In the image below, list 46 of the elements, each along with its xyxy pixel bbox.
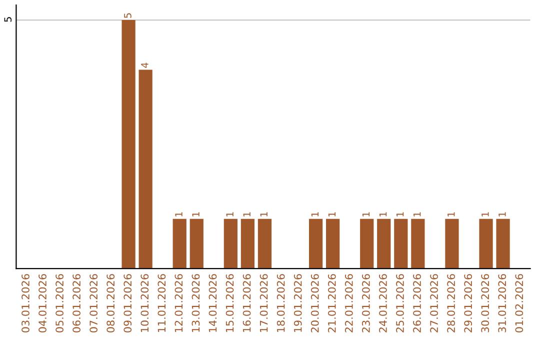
data-label: 1: [192, 212, 200, 216]
data-label: 1: [311, 212, 318, 216]
x-tick-label: 29.01.2026: [464, 274, 472, 332]
x-tick-label: 12.01.2026: [174, 274, 183, 332]
x-tick-label: 03.01.2026: [22, 274, 30, 332]
x-tick-label: 01.02.2026: [515, 274, 524, 332]
data-label: 1: [482, 212, 489, 216]
data-label: 4: [141, 62, 148, 68]
data-label: 1: [448, 212, 455, 216]
x-tick-label: 17.01.2026: [260, 274, 268, 332]
data-label: 1: [362, 212, 370, 216]
data-label: 1: [243, 212, 250, 216]
x-tick-label: 23.01.2026: [362, 274, 370, 332]
x-tick-label: 18.01.2026: [276, 274, 285, 332]
data-label: 1: [414, 212, 421, 216]
x-tick-label: 16.01.2026: [242, 274, 251, 332]
x-tick-label: 24.01.2026: [379, 274, 387, 332]
data-label: 1: [498, 212, 506, 216]
x-tick-label: 14.01.2026: [208, 274, 217, 332]
x-tick-label: 27.01.2026: [430, 274, 438, 332]
x-tick-label: 25.01.2026: [396, 274, 404, 332]
data-label: 1: [379, 212, 387, 216]
x-tick-label: 11.01.2026: [158, 274, 166, 332]
x-tick-label: 20.01.2026: [310, 274, 319, 332]
data-label: 1: [175, 212, 182, 216]
x-tick-label: 31.01.2026: [498, 274, 506, 332]
x-tick-label: 19.01.2026: [294, 274, 302, 332]
x-tick-label: 15.01.2026: [226, 274, 234, 332]
x-tick-label: 04.01.2026: [38, 274, 46, 332]
x-tick-label: 13.01.2026: [192, 274, 200, 332]
x-tick-label: 07.01.2026: [90, 274, 98, 332]
data-label: 1: [328, 212, 336, 216]
x-tick-label: 09.01.2026: [124, 274, 132, 332]
x-tick-label: 08.01.2026: [106, 274, 115, 332]
data-label: 1: [396, 212, 404, 216]
x-tick-label: 30.01.2026: [481, 274, 490, 332]
x-tick-label: 06.01.2026: [72, 274, 81, 332]
data-label: 5: [124, 13, 132, 18]
x-tick-label: 05.01.2026: [56, 274, 64, 332]
x-tick-label: 28.01.2026: [447, 274, 455, 332]
x-tick-label: 10.01.2026: [140, 274, 149, 332]
x-tick-label: 22.01.2026: [344, 274, 353, 332]
x-tick-label: 21.01.2026: [328, 274, 336, 332]
data-label: 1: [226, 212, 234, 216]
x-tick-label: 26.01.2026: [413, 274, 421, 332]
data-label: 1: [260, 212, 268, 216]
